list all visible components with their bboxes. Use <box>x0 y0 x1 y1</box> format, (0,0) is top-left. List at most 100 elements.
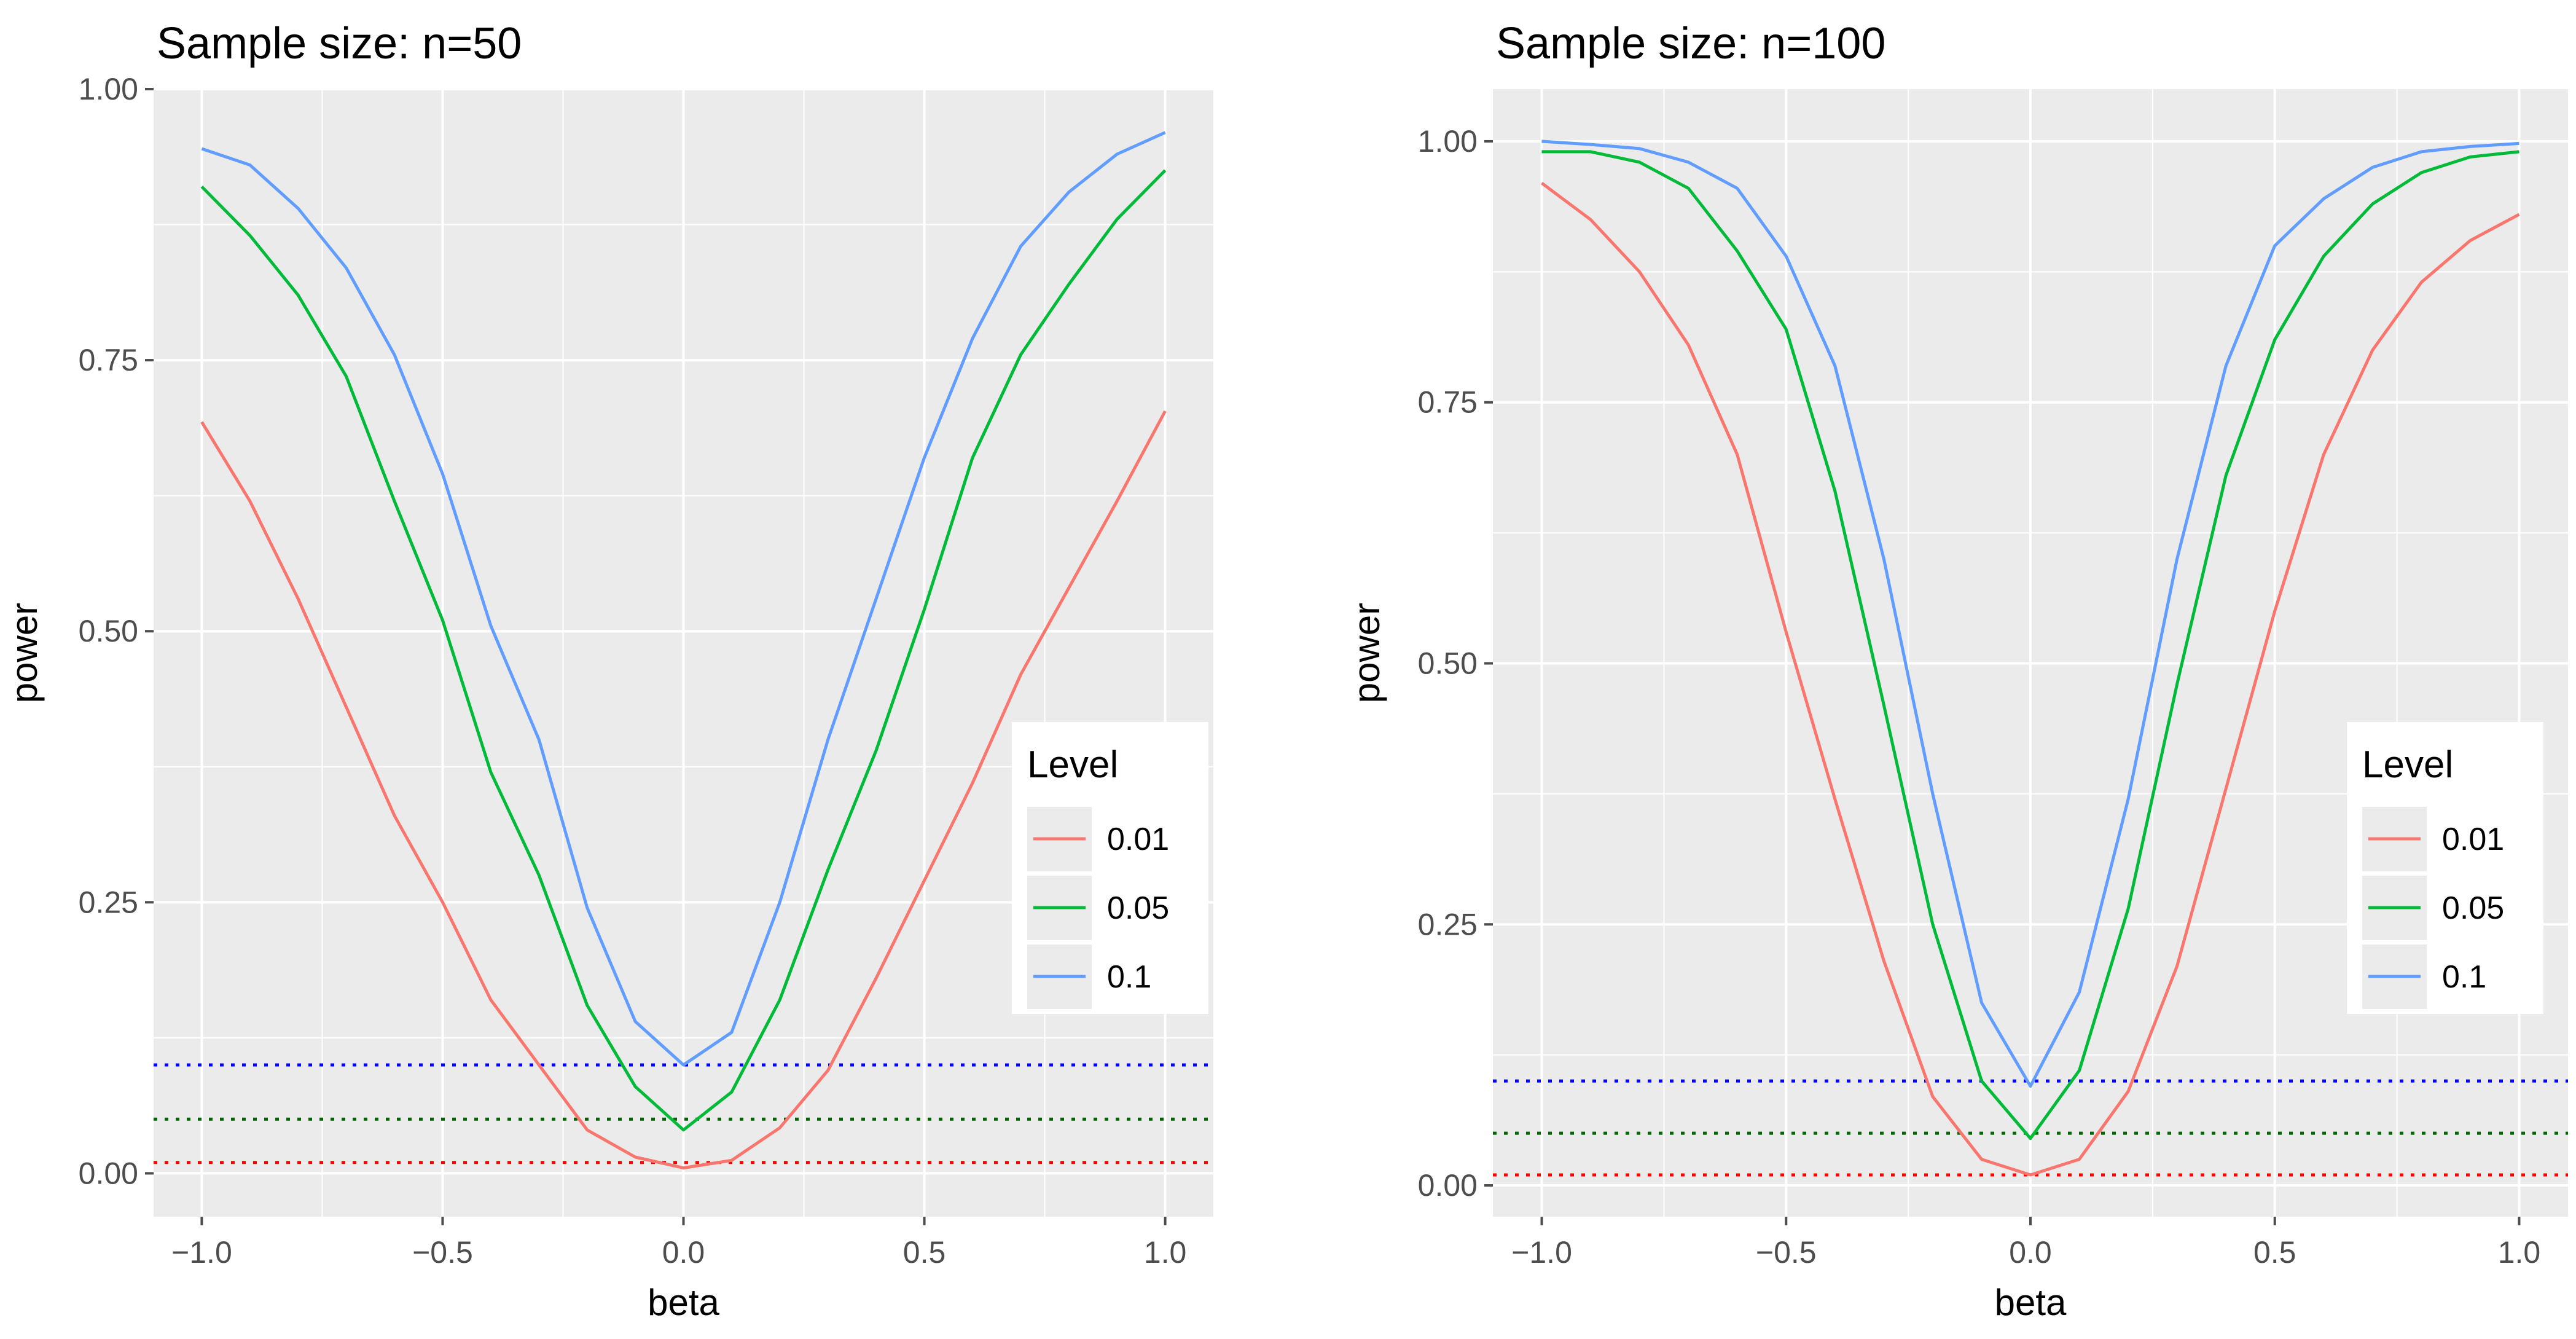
data-point <box>633 1085 637 1088</box>
legend-title: Level <box>2362 744 2453 786</box>
data-point <box>1164 409 1167 413</box>
data-point <box>1979 1079 1983 1083</box>
series-line-0.1 <box>201 131 1166 1067</box>
data-point <box>200 420 203 424</box>
data-point <box>730 1031 734 1034</box>
data-point <box>2273 244 2277 248</box>
data-point <box>874 748 878 752</box>
data-point <box>1931 792 1935 796</box>
data-point <box>440 619 444 622</box>
data-point <box>537 873 541 877</box>
y-axis-label: power <box>1346 603 1387 703</box>
y-tick-label: 0.50 <box>79 614 138 648</box>
data-point <box>2078 991 2081 994</box>
y-tick-label: 0.25 <box>79 885 138 919</box>
data-point <box>1019 245 1022 248</box>
data-point <box>585 1128 589 1132</box>
data-point <box>1067 283 1071 286</box>
data-point <box>826 738 830 742</box>
data-point <box>1019 673 1022 677</box>
legend-item-label: 0.01 <box>2442 822 2504 857</box>
data-point <box>1686 186 1690 190</box>
data-point <box>971 781 974 785</box>
data-point <box>874 976 878 980</box>
data-point <box>248 234 252 237</box>
data-point <box>1067 586 1071 590</box>
data-point <box>1736 186 1739 190</box>
data-point <box>440 472 444 476</box>
y-tick-label: 0.25 <box>1418 907 1478 941</box>
legend-item-label: 0.1 <box>1107 959 1151 995</box>
data-point <box>2175 682 2179 686</box>
series-line-0.01 <box>1541 181 2520 1177</box>
legend-item-label: 0.05 <box>2442 890 2504 926</box>
x-tick-label: 1.0 <box>1144 1235 1187 1270</box>
data-point <box>1882 959 1885 963</box>
data-point <box>971 456 974 460</box>
data-point <box>682 1128 686 1132</box>
data-point <box>2273 338 2277 342</box>
data-point <box>585 906 589 909</box>
y-axis-label: power <box>4 603 45 703</box>
data-point <box>1686 343 1690 347</box>
data-point <box>1019 353 1022 356</box>
data-point <box>248 499 252 503</box>
data-point <box>2517 150 2521 154</box>
data-point <box>2126 907 2130 911</box>
data-point <box>1589 143 1592 146</box>
data-point <box>778 998 781 1002</box>
data-point <box>923 879 926 882</box>
legend: Level 0.01 0.05 0.1 <box>1012 722 1208 1014</box>
data-point <box>1115 499 1119 503</box>
y-tick-label: 1.00 <box>1418 124 1478 159</box>
data-point <box>923 456 926 460</box>
data-point <box>1589 150 1592 154</box>
data-point <box>489 624 493 627</box>
data-point <box>2468 155 2472 159</box>
data-point <box>1589 218 1592 221</box>
data-point <box>1067 190 1071 194</box>
data-point <box>489 771 493 774</box>
legend-item-label: 0.05 <box>1107 890 1169 926</box>
data-point <box>2175 557 2179 561</box>
data-point <box>296 206 300 210</box>
data-point <box>1931 1095 1935 1099</box>
data-point <box>1784 328 1788 331</box>
data-point <box>2078 1069 2081 1072</box>
data-point <box>778 1126 781 1129</box>
data-point <box>2029 1173 2032 1177</box>
data-point <box>1164 168 1167 172</box>
data-point <box>1540 139 1544 143</box>
x-tick-label: 0.0 <box>2009 1235 2052 1270</box>
y-tick-label: 1.00 <box>79 72 138 106</box>
data-point <box>2273 610 2277 613</box>
data-point <box>1979 1158 1983 1161</box>
data-point <box>1833 364 1837 367</box>
x-tick-label: −0.5 <box>412 1235 473 1270</box>
data-point <box>923 608 926 611</box>
data-point <box>2371 202 2374 206</box>
chart-panel-n100: −1.0 −0.5 0.0 0.5 1.0 0.00 0.25 0.50 0.75 1.00 Sam… <box>1346 19 2568 1323</box>
data-point <box>1784 254 1788 258</box>
data-point <box>1638 270 1642 273</box>
chart-panel-n50: −1.0 −0.5 0.0 0.5 1.0 0.00 0.25 0.50 0.75 1.00 Sam… <box>4 19 1213 1323</box>
data-point <box>2371 165 2374 169</box>
data-point <box>296 597 300 600</box>
x-axis-label: beta <box>1995 1282 2067 1323</box>
x-tick-label: −1.0 <box>171 1235 232 1270</box>
data-point <box>2029 1085 2032 1088</box>
data-point <box>2468 144 2472 148</box>
chart-title: Sample size: n=100 <box>1496 19 1885 68</box>
data-point <box>1833 489 1837 493</box>
data-point <box>2468 238 2472 242</box>
data-point <box>2419 150 2423 154</box>
data-point <box>345 705 348 709</box>
x-axis-label: beta <box>648 1282 719 1323</box>
data-point <box>778 900 781 904</box>
data-point <box>200 185 203 189</box>
data-point <box>2419 171 2423 175</box>
y-tick-label: 0.75 <box>1418 385 1478 420</box>
x-tick-label: −0.5 <box>1756 1235 1817 1270</box>
y-tick-label: 0.00 <box>1418 1168 1478 1203</box>
